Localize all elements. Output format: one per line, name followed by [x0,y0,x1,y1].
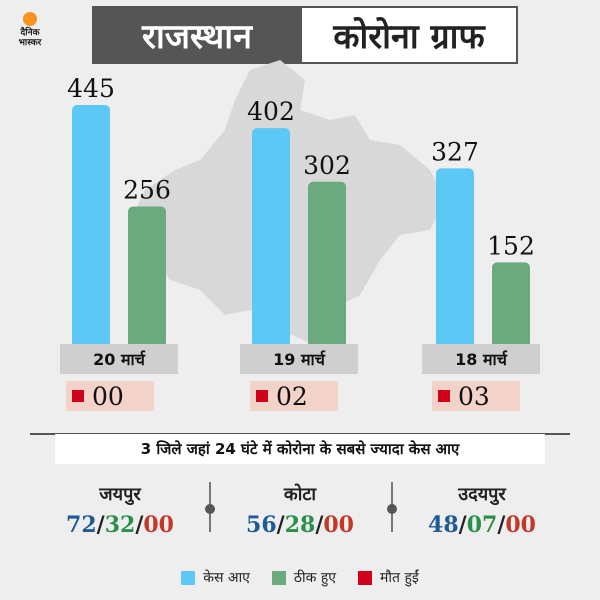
legend-item-cases: केस आए [181,568,250,587]
legend-item-deaths: मौत हुईं [358,568,419,587]
district-name: जयपुर [99,484,141,505]
bar-value-label: 402 [247,97,295,126]
stat-separator: / [135,512,144,538]
district-separator [205,482,215,532]
separator-dot [205,504,215,514]
death-marker-icon [256,390,268,402]
bars-layer: 445 256 402 302 327 152 [67,74,535,348]
deaths-box-3: 03 [432,381,520,411]
title-state: राजस्थान [92,6,302,64]
legend-label: केस आए [203,570,250,586]
districts-heading: 3 जिले जहां 24 घंटे में कोरोना के सबसे ज… [55,434,545,464]
district-separator [387,482,397,532]
district-jaipur: जयपुर 72/32/00 [45,482,195,538]
stat-separator: / [276,512,285,538]
district-kota: कोटा 56/28/00 [225,482,375,538]
district-recovered: 32 [104,512,136,538]
bar-chart: 445 256 402 302 327 152 [67,74,535,348]
district-name: उदयपुर [458,484,506,505]
district-recovered: 07 [466,512,498,538]
district-udaipur: उदयपुर 48/07/00 [407,482,557,538]
bar-cases-3 [436,168,474,348]
death-marker-icon [72,390,84,402]
legend-label: ठीक हुए [293,570,337,586]
district-name: कोटा [283,484,317,505]
district-cases: 56 [246,512,277,538]
bar-value-label: 327 [431,137,479,166]
bar-value-label: 302 [303,151,351,180]
brand-line-1: दैनिक [20,28,40,38]
legend: केस आए ठीक हुए मौत हुईं [0,568,600,587]
district-stats: 72/32/00 [45,512,195,538]
legend-swatch [181,570,196,585]
stat-separator: / [96,512,105,538]
legend-swatch [358,570,373,585]
bar-recovered-2 [308,181,346,348]
district-stats: 56/28/00 [225,512,375,538]
death-marker-icon [438,390,450,402]
deaths-box-1: 00 [66,381,154,411]
sun-icon [23,12,37,26]
deaths-value-2: 02 [276,381,308,411]
date-label-2: 19 मार्च [240,344,358,374]
district-cases: 72 [66,512,97,538]
date-label-1: 20 मार्च [60,344,178,374]
deaths-box-2: 02 [250,381,338,411]
bar-cases-1 [72,105,110,348]
stat-separator: / [497,512,506,538]
district-deaths: 00 [505,512,536,538]
title-topic: कोरोना ग्राफ [302,6,518,64]
legend-swatch [271,570,286,585]
legend-label: मौत हुईं [380,570,419,586]
stat-separator: / [315,512,324,538]
brand-logo: दैनिक भास्कर [8,8,52,52]
date-label-3: 18 मार्च [422,344,540,374]
district-deaths: 00 [143,512,174,538]
stat-separator: / [458,512,467,538]
bar-cases-2 [252,128,290,348]
brand-line-2: भास्कर [18,38,42,48]
district-deaths: 00 [323,512,354,538]
district-stats: 48/07/00 [407,512,557,538]
title-bar: राजस्थान कोरोना ग्राफ [92,6,518,64]
bar-recovered-1 [128,206,166,348]
district-cases: 48 [428,512,459,538]
bar-recovered-3 [492,262,530,348]
bar-value-label: 256 [123,176,171,205]
legend-item-recovered: ठीक हुए [271,568,337,587]
district-recovered: 28 [284,512,316,538]
deaths-value-3: 03 [458,381,490,411]
deaths-value-1: 00 [92,381,124,411]
bar-value-label: 152 [487,231,535,260]
bar-value-label: 445 [67,74,115,103]
separator-dot [387,504,397,514]
